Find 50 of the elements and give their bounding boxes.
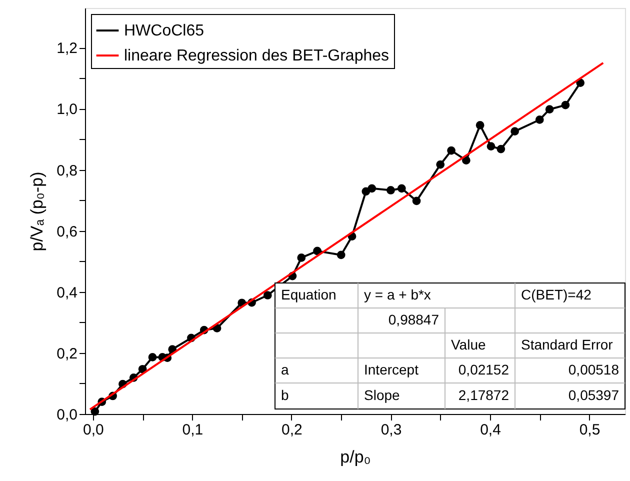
point <box>436 160 445 169</box>
annotation: 0,98847 <box>388 312 440 328</box>
y-tick-label: 0,6 <box>56 223 78 240</box>
point <box>535 116 544 124</box>
y-axis-title: p/Vₐ (p₀-p) <box>28 172 47 252</box>
x-tick-label: 0,1 <box>182 422 204 438</box>
point <box>486 142 496 150</box>
point <box>386 186 395 194</box>
y-tick-label: 1,2 <box>56 40 78 58</box>
annotation: Value <box>451 336 486 352</box>
point <box>510 127 519 136</box>
y-tick-label: 0,0 <box>56 406 78 424</box>
point <box>496 144 506 154</box>
y-tick-label: 0,2 <box>56 345 78 362</box>
legend-label: HWCoCl65 <box>124 22 204 40</box>
x-tick-label: 0,3 <box>380 422 402 438</box>
annotation: 2,17872 <box>458 387 510 403</box>
point <box>545 105 554 114</box>
point <box>313 246 322 256</box>
point <box>336 250 346 260</box>
point <box>447 146 456 155</box>
y-tick-label: 0,8 <box>56 162 78 180</box>
point <box>476 121 484 130</box>
annotation: 0,05397 <box>568 387 620 403</box>
point <box>148 353 157 362</box>
point <box>412 196 421 206</box>
point <box>561 100 570 110</box>
point <box>90 407 100 416</box>
annotation: Slope <box>364 387 400 403</box>
x-tick-label: 0,5 <box>579 422 600 438</box>
y-tick-label: 0,4 <box>56 284 78 302</box>
annotation: a <box>281 362 289 378</box>
annotation: 0,02152 <box>458 362 510 378</box>
y-tick-label: 1,0 <box>56 101 78 118</box>
x-tick-label: 0,0 <box>83 422 104 438</box>
point <box>297 254 306 262</box>
x-tick-label: 0,4 <box>480 422 501 438</box>
annotation: Equation <box>281 286 336 302</box>
point <box>368 184 376 193</box>
legend-label: lineare Regression des BET-Graphes <box>124 48 390 64</box>
annotation: b <box>281 387 289 403</box>
annotation: Intercept <box>364 362 419 378</box>
annotation: 0,00518 <box>568 362 620 378</box>
point <box>263 291 272 300</box>
point <box>397 184 406 193</box>
annotation: y = a + b*x <box>364 286 431 302</box>
annotation: Standard Error <box>521 336 614 352</box>
annotation: C(BET)=42 <box>521 286 592 302</box>
x-tick-label: 0,2 <box>282 422 302 438</box>
x-axis-title: p/p₀ <box>340 448 371 466</box>
